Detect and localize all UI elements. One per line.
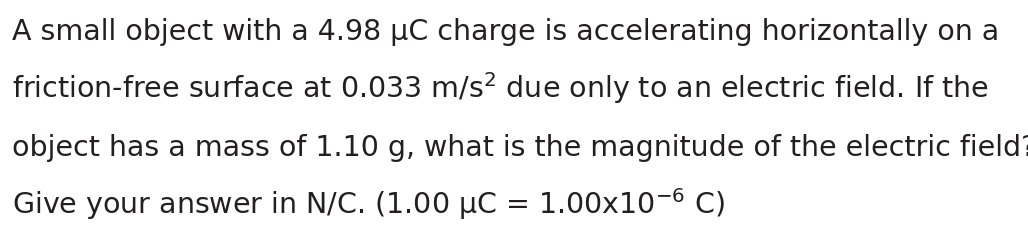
Text: Give your answer in N/C. (1.00 μC = 1.00x10$^{\mathregular{-6}}$ C): Give your answer in N/C. (1.00 μC = 1.00… [12,186,726,222]
Text: friction-free surface at 0.033 m/s$^{\mathregular{2}}$ due only to an electric f: friction-free surface at 0.033 m/s$^{\ma… [12,70,989,106]
Text: object has a mass of 1.10 g, what is the magnitude of the electric field?: object has a mass of 1.10 g, what is the… [12,133,1028,162]
Text: A small object with a 4.98 μC charge is accelerating horizontally on a: A small object with a 4.98 μC charge is … [12,18,999,46]
